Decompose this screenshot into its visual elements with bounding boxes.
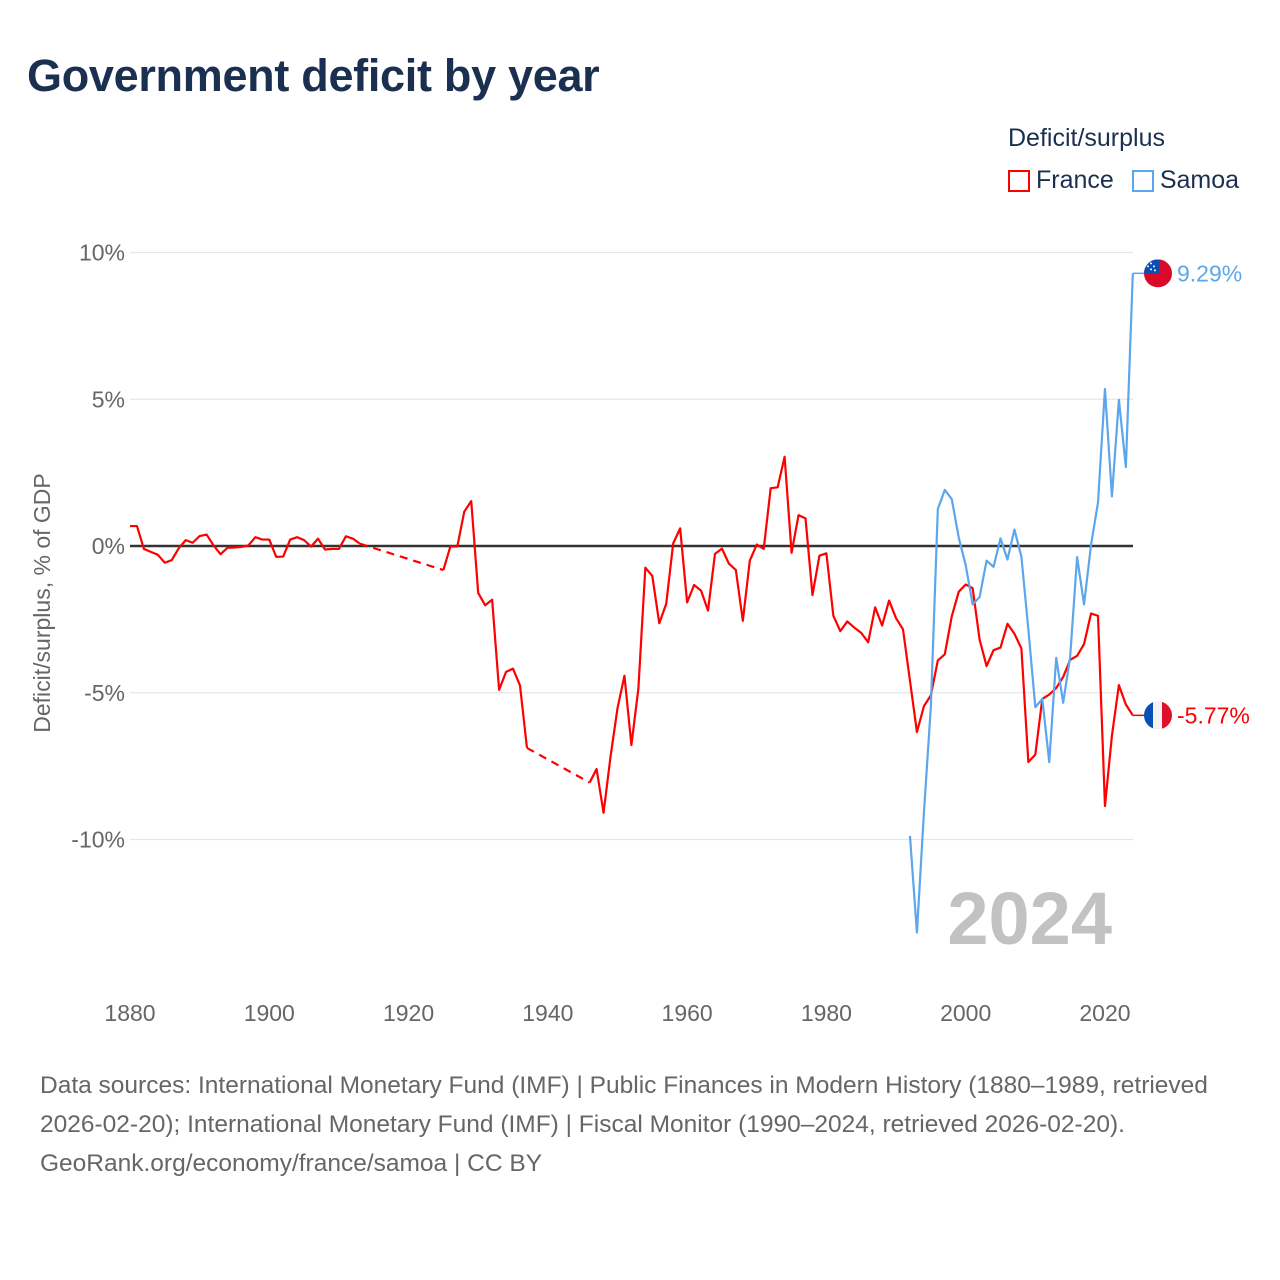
samoa-end-label: 9.29%	[1177, 260, 1242, 286]
legend-swatch-samoa	[1131, 169, 1154, 192]
y-tick-label: -5%	[84, 680, 125, 706]
france-flag-icon	[1144, 701, 1172, 730]
x-tick-label: 1980	[801, 1000, 852, 1026]
legend-item-france[interactable]: France	[1008, 166, 1114, 195]
flag-star	[1150, 268, 1152, 271]
france-line	[588, 455, 1134, 814]
y-tick-label: 0%	[92, 533, 125, 559]
x-tick-label: 2000	[940, 1000, 991, 1026]
legend-title: Deficit/surplus	[1008, 124, 1165, 152]
france-end-label: -5.77%	[1177, 702, 1250, 728]
flag-star	[1150, 262, 1152, 265]
france-line	[130, 524, 361, 564]
y-axis-ticks: 10% 5% 0% -5% -10%	[71, 240, 125, 853]
samoa-line	[908, 273, 1134, 934]
legend-label-samoa: Samoa	[1159, 166, 1240, 194]
flag-stripe-white	[1153, 701, 1163, 730]
legend-swatch-france	[1008, 169, 1030, 192]
chart-title: Government deficit by year	[27, 50, 600, 101]
grid	[130, 251, 1133, 841]
data-sources: Data sources: International Monetary Fun…	[40, 1072, 1208, 1138]
x-tick-label: 1900	[244, 1000, 295, 1026]
end-labels: -5.77% 9.29%	[1132, 259, 1250, 730]
x-tick-label: 2020	[1079, 1000, 1130, 1026]
footer: Data sources: International Monetary Fun…	[40, 1066, 1240, 1183]
legend: France Samoa	[1008, 166, 1239, 195]
legend-label-france: France	[1036, 166, 1114, 194]
france-gap-line	[526, 746, 591, 784]
year-watermark: 2024	[947, 877, 1112, 960]
flag-star	[1147, 265, 1149, 268]
flag-canton-blue	[1144, 259, 1159, 274]
x-axis-ticks: 1880 1900 1920 1940 1960 1980 2000 2020	[104, 1000, 1130, 1026]
y-tick-label: -10%	[71, 827, 125, 853]
samoa-flag-icon	[1144, 259, 1172, 288]
y-tick-label: 5%	[92, 386, 125, 412]
france-gap-line	[359, 542, 444, 572]
flag-stripe-red	[1162, 701, 1172, 730]
credit-link[interactable]: GeoRank.org/economy/france/samoa | CC BY	[40, 1150, 543, 1177]
x-tick-label: 1960	[662, 1000, 713, 1026]
flag-star	[1153, 265, 1155, 268]
series-lines	[130, 273, 1134, 934]
flag-body	[1144, 259, 1172, 288]
x-tick-label: 1920	[383, 1000, 434, 1026]
y-tick-label: 10%	[79, 240, 125, 266]
x-tick-label: 1880	[104, 1000, 155, 1026]
chart-area: 10% 5% 0% -5% -10% 1880 1900 1920 1940 1960 1980 2…	[29, 240, 1250, 1027]
flag-star	[1154, 269, 1156, 272]
france-line	[442, 499, 529, 749]
flag-body	[1144, 701, 1172, 730]
y-axis-label: Deficit/surplus, % of GDP	[29, 473, 55, 732]
x-tick-label: 1940	[522, 1000, 573, 1026]
legend-item-samoa[interactable]: Samoa	[1131, 166, 1240, 195]
flag-stripe-blue	[1144, 701, 1154, 730]
